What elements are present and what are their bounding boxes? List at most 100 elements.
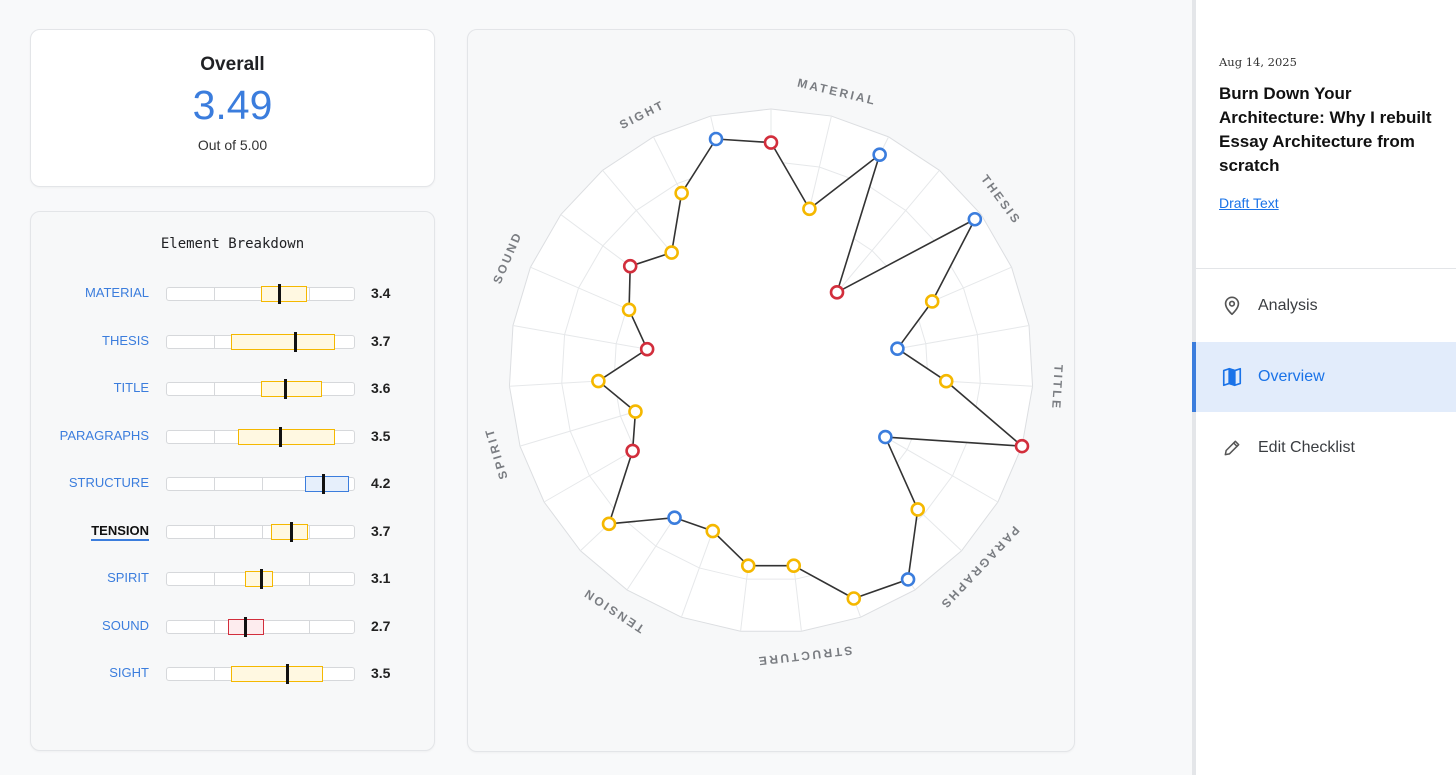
- radar-point: [872, 147, 887, 162]
- pencil-icon: [1220, 436, 1244, 460]
- score-median-marker: [284, 379, 288, 399]
- breakdown-label[interactable]: STRUCTURE: [68, 475, 149, 490]
- breakdown-label[interactable]: SOUND: [102, 617, 149, 633]
- radar-point: [621, 302, 637, 318]
- radar-point: [622, 258, 638, 274]
- score-track: [166, 569, 355, 589]
- score-track: [166, 521, 355, 542]
- breakdown-label[interactable]: TENSION: [91, 523, 149, 541]
- radar-point: [878, 429, 893, 445]
- sidebar: Aug 14, 2025 Burn Down Your Architecture…: [1192, 0, 1456, 775]
- track-tick: [214, 335, 216, 348]
- breakdown-value: 3.7: [371, 522, 391, 539]
- score-median-marker: [286, 664, 290, 684]
- breakdown-value: 3.1: [371, 570, 391, 586]
- track-tick: [308, 573, 310, 585]
- breakdown-row[interactable]: TITLE 3.6: [31, 377, 434, 401]
- nav-item-analysis[interactable]: Analysis: [1196, 271, 1456, 341]
- radar-axis-label: SOUND: [490, 229, 525, 286]
- breakdown-value: 3.5: [371, 665, 391, 681]
- nav-item-overview[interactable]: Overview: [1192, 342, 1456, 412]
- radar-point: [667, 510, 682, 525]
- nav-item-label: Analysis: [1258, 297, 1318, 314]
- track-tick: [214, 288, 216, 300]
- score-range-box: [230, 666, 323, 682]
- score-track: [166, 284, 355, 304]
- track-tick: [308, 525, 310, 538]
- overall-title: Overall: [200, 54, 265, 75]
- map-icon: [1220, 365, 1244, 389]
- track-tick: [214, 430, 216, 443]
- track-tick: [214, 478, 216, 490]
- score-track: [166, 474, 355, 494]
- breakdown-label[interactable]: SIGHT: [109, 665, 149, 680]
- radar-point: [664, 245, 679, 260]
- radar-point: [829, 285, 845, 300]
- radar-point: [924, 294, 940, 309]
- radar-chart-card: MATERIAL THESIS TITLE PARAGRAPHS STRUCTURE TE…: [467, 29, 1075, 752]
- score-median-marker: [289, 521, 293, 542]
- radar-point: [625, 443, 640, 459]
- score-median-marker: [259, 569, 263, 589]
- track-tick: [214, 573, 216, 585]
- radar-point: [708, 131, 724, 147]
- breakdown-value: 2.7: [371, 617, 391, 634]
- post-title: Burn Down Your Architecture: Why I rebui…: [1219, 84, 1432, 175]
- radar-point: [802, 201, 817, 217]
- score-range-box: [230, 333, 335, 350]
- radar-point: [938, 373, 954, 389]
- radar-axis-label: SIGHT: [617, 97, 667, 132]
- radar-point: [628, 404, 643, 419]
- radar-point: [910, 502, 926, 517]
- score-range-box: [260, 381, 322, 397]
- radar-axis-label: TITLE: [1049, 364, 1066, 411]
- breakdown-value: 4.2: [371, 475, 391, 491]
- breakdown-row[interactable]: PARAGRAPHS 3.5: [31, 425, 434, 449]
- breakdown-label[interactable]: PARAGRAPHS: [59, 427, 149, 443]
- breakdown-row[interactable]: SIGHT 3.5: [31, 662, 434, 686]
- track-tick: [214, 620, 216, 633]
- radar-axis-label: SPIRIT: [482, 426, 511, 481]
- radar-point: [705, 523, 721, 539]
- score-track: [166, 664, 355, 684]
- score-track: [166, 379, 355, 399]
- radar-axis-label: STRUCTURE: [756, 643, 853, 668]
- map-pin-icon: [1220, 294, 1244, 318]
- overall-subtitle: Out of 5.00: [197, 137, 268, 153]
- post-date: Aug 14, 2025: [1219, 55, 1297, 69]
- sidebar-divider: [1196, 268, 1456, 269]
- radar-point: [1014, 438, 1030, 454]
- breakdown-row[interactable]: TENSION 3.7: [31, 520, 434, 544]
- breakdown-label[interactable]: TITLE: [113, 380, 149, 395]
- radar-chart: MATERIALTHESISTITLEPARAGRAPHSSTRUCTURETE…: [482, 76, 1066, 669]
- radar-point: [601, 516, 617, 532]
- track-tick: [261, 525, 263, 538]
- radar-point: [763, 135, 779, 150]
- nav-item-label: Edit Checklist: [1258, 439, 1355, 456]
- breakdown-label[interactable]: THESIS: [102, 332, 149, 348]
- score-median-marker: [279, 426, 283, 447]
- breakdown-row[interactable]: SOUND 2.7: [31, 615, 434, 639]
- nav-item-edit-checklist[interactable]: Edit Checklist: [1196, 413, 1456, 483]
- score-median-marker: [321, 474, 325, 494]
- score-range-box: [244, 571, 274, 587]
- breakdown-value: 3.5: [371, 427, 391, 444]
- breakdown-row[interactable]: MATERIAL 3.4: [31, 282, 434, 306]
- breakdown-row[interactable]: SPIRIT 3.1: [31, 567, 434, 591]
- radar-axis-label: MATERIAL: [796, 76, 878, 108]
- breakdown-value: 3.7: [371, 332, 391, 349]
- draft-text-link[interactable]: Draft Text: [1219, 195, 1279, 211]
- score-range-box: [270, 523, 308, 540]
- track-tick: [261, 478, 263, 490]
- breakdown-row[interactable]: STRUCTURE 4.2: [31, 472, 434, 496]
- breakdown-title: Element Breakdown: [160, 236, 305, 252]
- breakdown-label[interactable]: MATERIAL: [84, 285, 149, 300]
- score-range-box: [237, 428, 335, 445]
- overall-card: Overall 3.49 Out of 5.00: [30, 29, 435, 187]
- radar-point: [846, 591, 862, 606]
- radar-point: [674, 185, 689, 201]
- breakdown-row[interactable]: THESIS 3.7: [31, 330, 434, 354]
- score-median-marker: [278, 284, 282, 304]
- breakdown-label[interactable]: SPIRIT: [107, 570, 149, 585]
- element-breakdown-card: Element Breakdown MATERIAL 3.4 THESIS 3.7 TI…: [30, 211, 435, 751]
